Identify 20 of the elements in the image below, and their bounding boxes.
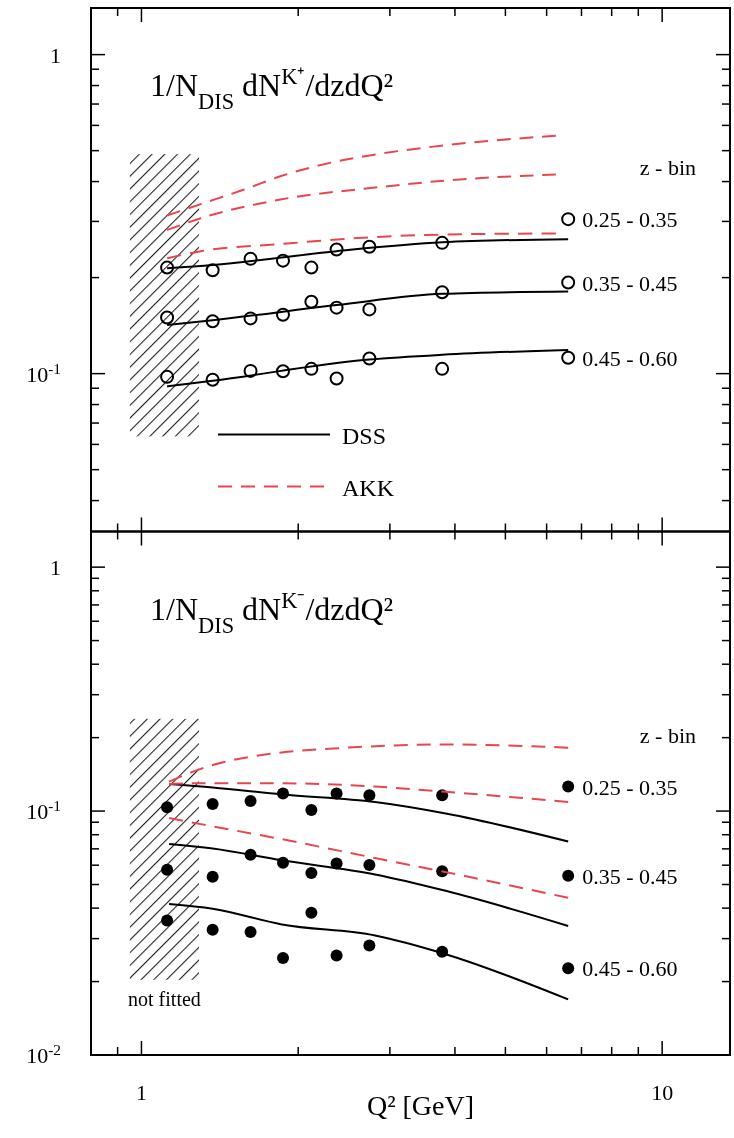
y-tick-label: 1	[50, 42, 61, 68]
legend-label: DSS	[342, 422, 387, 449]
y-tick-label: 10$^{-2}$	[26, 1040, 61, 1068]
series-label: 0.35 - 0.45	[582, 270, 678, 296]
series-label: 0.25 - 0.35	[582, 774, 678, 800]
text: 1/N$_{DIS}$ dN$^{K⁺}$/dzdQ²	[150, 63, 394, 114]
legend-label: 0.35 - 0.45	[582, 863, 678, 889]
y-tick-label: 10$^{-1}$	[26, 796, 61, 825]
legend-label: AKK	[342, 474, 395, 501]
x-axis-title: Q² [GeV]	[366, 1090, 475, 1121]
y-tick-label: 10$^{-1}$	[26, 359, 61, 387]
series-label: 0.25 - 0.35	[582, 207, 678, 233]
series-label: 0.45 - 0.60	[582, 345, 678, 371]
y-tick-label: 1	[50, 555, 61, 581]
legend-title: z - bin	[639, 722, 696, 748]
legend-label: 0.45 - 0.60	[582, 956, 678, 982]
band-label: not fitted	[128, 987, 201, 1010]
text: 1/N$_{DIS}$ dN$^{K⁻}$/dzdQ²	[150, 587, 394, 637]
x-tick-label: 10	[651, 1080, 674, 1105]
legend-title: z - bin	[639, 155, 696, 181]
